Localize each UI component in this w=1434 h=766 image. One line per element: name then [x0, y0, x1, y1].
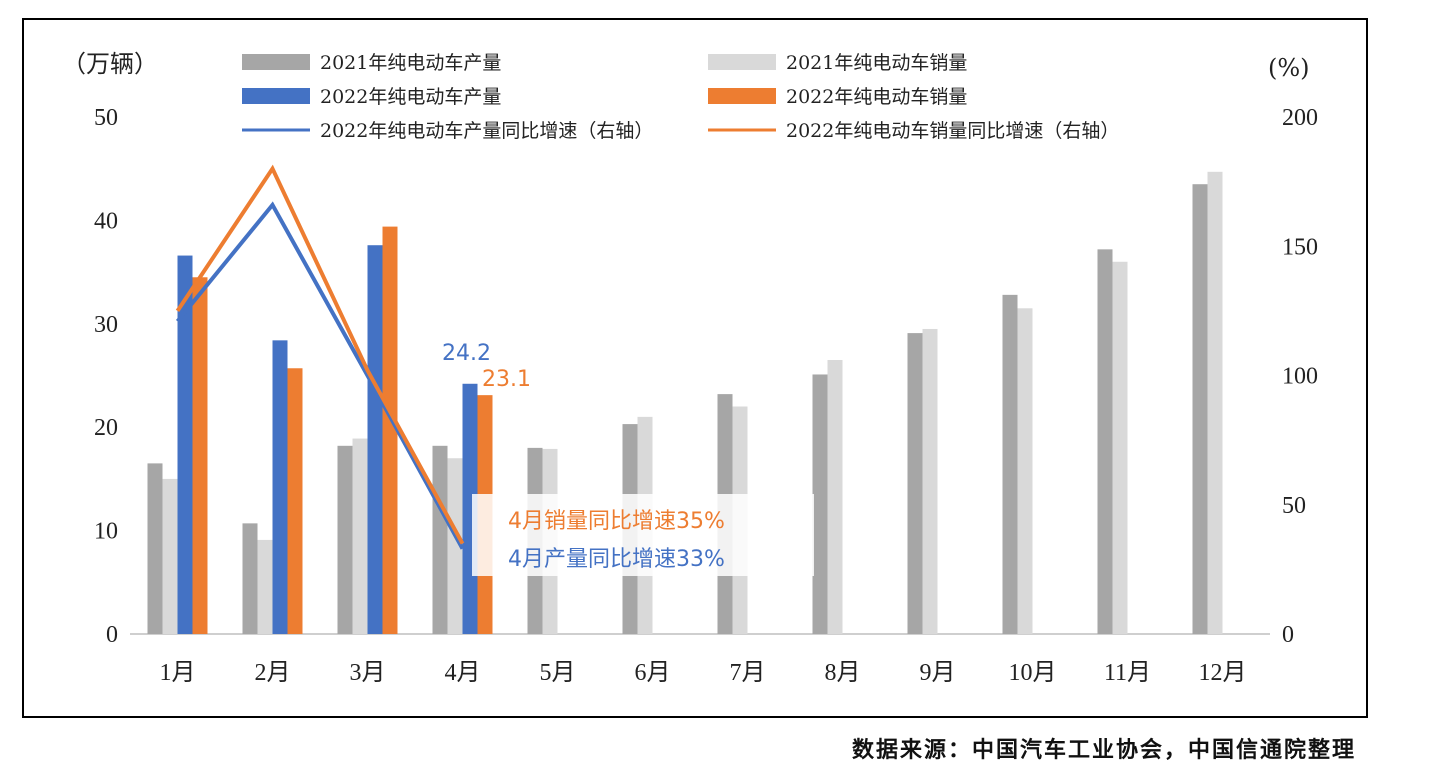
x-tick-label: 1月 [160, 660, 196, 686]
x-tick-label: 3月 [350, 660, 386, 686]
growth-lines [175, 164, 465, 550]
annotation-box [472, 494, 814, 576]
source-note: 数据来源：中国汽车工业协会，中国信通院整理 [851, 738, 1356, 763]
x-axis-labels: 1月 2月 3月 4月 5月 6月 7月 8月 9月 10月 11月 12月 [160, 660, 1247, 686]
right-tick-label: 50 [1282, 493, 1306, 519]
right-tick-label: 150 [1282, 234, 1318, 260]
growth-line-2 [175, 164, 465, 545]
bar-3 [367, 245, 383, 634]
legend-swatch-2021-sales [708, 54, 776, 70]
x-tick-label: 9月 [920, 660, 956, 686]
bar-4 [192, 277, 208, 634]
x-tick-label: 12月 [1199, 660, 1247, 686]
bar-1 [147, 463, 163, 634]
legend-swatch-2022-production [242, 88, 310, 104]
left-tick-label: 40 [94, 208, 118, 234]
bar-1 [1002, 294, 1018, 634]
bar-4 [287, 368, 303, 634]
legend-label-sales-growth: 2022年纯电动车销量同比增速（右轴） [786, 120, 1119, 142]
bar-2 [352, 438, 368, 634]
legend: 2021年纯电动车产量 2021年纯电动车销量 2022年纯电动车产量 2022… [242, 52, 1119, 142]
legend-label-2022-sales: 2022年纯电动车销量 [786, 86, 967, 108]
bar-3 [177, 255, 193, 634]
bar-1 [337, 445, 353, 634]
annotation-production-growth: 4月产量同比增速33% [508, 547, 725, 572]
bar-2 [1207, 171, 1223, 634]
left-tick-label: 20 [94, 415, 118, 441]
growth-line-1 [175, 201, 465, 550]
left-axis-unit: （万辆） [62, 50, 158, 78]
right-tick-label: 100 [1282, 364, 1318, 390]
bar-2 [1017, 308, 1033, 634]
legend-swatch-2022-sales [708, 88, 776, 104]
annotation-sales-growth: 4月销量同比增速35% [508, 509, 725, 534]
right-tick-label: 200 [1282, 105, 1318, 131]
x-tick-label: 10月 [1009, 660, 1057, 686]
left-tick-label: 10 [94, 519, 118, 545]
left-tick-label: 50 [94, 105, 118, 131]
x-tick-label: 4月 [445, 660, 481, 686]
bar-1 [1192, 184, 1208, 634]
bar-2 [1112, 261, 1128, 634]
bar-1 [812, 374, 828, 634]
bar-4 [382, 226, 398, 634]
legend-label-2021-sales: 2021年纯电动车销量 [786, 52, 967, 74]
bar-2 [827, 359, 843, 634]
bar-1 [1097, 249, 1113, 635]
bar-2 [257, 539, 273, 634]
chart-frame: （万辆） (%) 2021年纯电动车产量 2021年纯电动车销量 2022年纯电… [22, 18, 1368, 718]
bar-1 [432, 445, 448, 634]
bar-2 [447, 458, 463, 634]
legend-label-2022-production: 2022年纯电动车产量 [320, 86, 501, 108]
bar-2 [922, 328, 938, 634]
legend-label-2021-production: 2021年纯电动车产量 [320, 52, 501, 74]
legend-label-production-growth: 2022年纯电动车产量同比增速（右轴） [320, 120, 653, 142]
left-tick-label: 0 [106, 622, 118, 648]
x-tick-label: 5月 [540, 660, 576, 686]
x-tick-label: 6月 [635, 660, 671, 686]
x-tick-label: 7月 [730, 660, 766, 686]
x-tick-label: 11月 [1104, 660, 1151, 686]
x-tick-label: 8月 [825, 660, 861, 686]
data-label-april-sales: 23.1 [482, 367, 531, 392]
legend-swatch-2021-production [242, 54, 310, 70]
left-axis-ticks: 0 10 20 30 40 50 [94, 105, 118, 648]
bar-1 [907, 333, 923, 634]
right-axis-ticks: 0 50 100 150 200 [1282, 105, 1318, 648]
bar-3 [272, 340, 288, 634]
data-label-april-production: 24.2 [442, 341, 491, 366]
chart-svg: （万辆） (%) 2021年纯电动车产量 2021年纯电动车销量 2022年纯电… [62, 50, 1318, 686]
right-tick-label: 0 [1282, 622, 1294, 648]
right-axis-unit: (%) [1268, 54, 1310, 82]
bars [147, 171, 1223, 635]
left-tick-label: 30 [94, 312, 118, 338]
bar-2 [162, 478, 178, 634]
x-tick-label: 2月 [255, 660, 291, 686]
bar-1 [242, 523, 258, 634]
